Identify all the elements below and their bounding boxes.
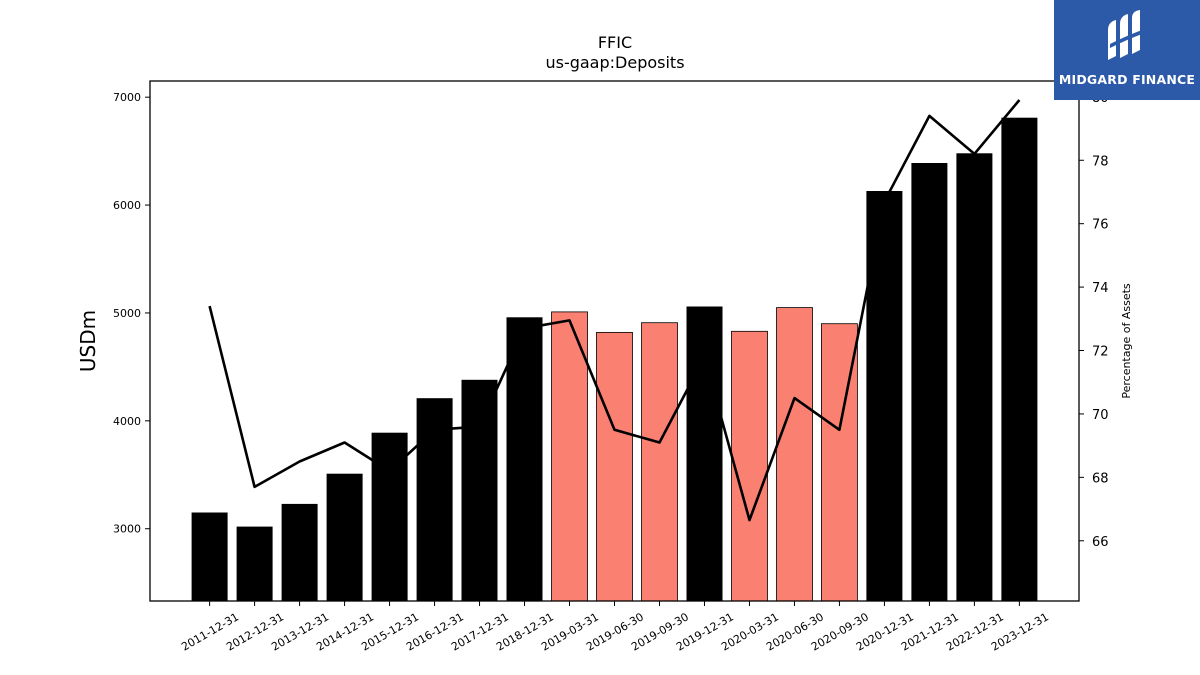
brand-name: MIDGARD FINANCE xyxy=(1058,72,1196,87)
bar-2020-03-31 xyxy=(731,330,768,602)
bar-2020-06-30 xyxy=(776,307,813,602)
bar-2019-06-30 xyxy=(596,331,633,602)
bar-2023-12-31 xyxy=(1001,117,1038,601)
bars-group xyxy=(191,117,1038,602)
line-series-group xyxy=(208,99,1021,522)
y-right-tick-label: 70 xyxy=(1092,408,1109,423)
y-axis-right: 6668707274767880 xyxy=(1079,91,1109,550)
chart-title: FFIC xyxy=(598,33,632,52)
brand-logo: MIDGARD FINANCE xyxy=(1054,0,1200,100)
y-left-tick-label: 3000 xyxy=(113,523,141,536)
midgard-logo-icon xyxy=(1108,10,1142,60)
y-left-tick-label: 5000 xyxy=(113,307,141,320)
y-right-tick-label: 74 xyxy=(1092,281,1109,296)
bar-2018-12-31 xyxy=(506,317,543,601)
bar-2011-12-31 xyxy=(191,512,228,601)
y-right-tick-label: 78 xyxy=(1092,154,1109,169)
y-left-tick-label: 6000 xyxy=(113,199,141,212)
y-left-tick-label: 4000 xyxy=(113,415,141,428)
bar-2017-12-31 xyxy=(461,379,498,601)
y-right-tick-label: 72 xyxy=(1092,345,1109,360)
bar-2014-12-31 xyxy=(326,473,363,601)
percentage-of-assets-line xyxy=(208,99,1021,522)
bar-2019-09-30 xyxy=(641,322,678,602)
bar-2020-12-31 xyxy=(866,191,903,601)
y-right-tick-label: 66 xyxy=(1092,535,1109,550)
y-axis-right-label: Percentage of Assets xyxy=(1120,283,1133,399)
bar-2021-12-31 xyxy=(911,163,948,601)
y-left-tick-label: 7000 xyxy=(113,91,141,104)
bar-2019-03-31 xyxy=(551,311,588,602)
bar-2019-12-31 xyxy=(686,306,723,601)
y-right-tick-label: 68 xyxy=(1092,471,1109,486)
bar-2013-12-31 xyxy=(281,503,318,601)
y-axis-left-label: USDm xyxy=(76,310,100,372)
chart-subtitle: us-gaap:Deposits xyxy=(545,53,684,72)
x-axis: 2011-12-312012-12-312013-12-312014-12-31… xyxy=(179,601,1051,654)
bar-2022-12-31 xyxy=(956,153,993,602)
y-axis-left: 3000 4000 5000 6000 7000 xyxy=(113,91,150,536)
y-right-tick-label: 76 xyxy=(1092,218,1109,233)
bar-2012-12-31 xyxy=(236,526,273,601)
bar-2016-12-31 xyxy=(416,398,453,601)
